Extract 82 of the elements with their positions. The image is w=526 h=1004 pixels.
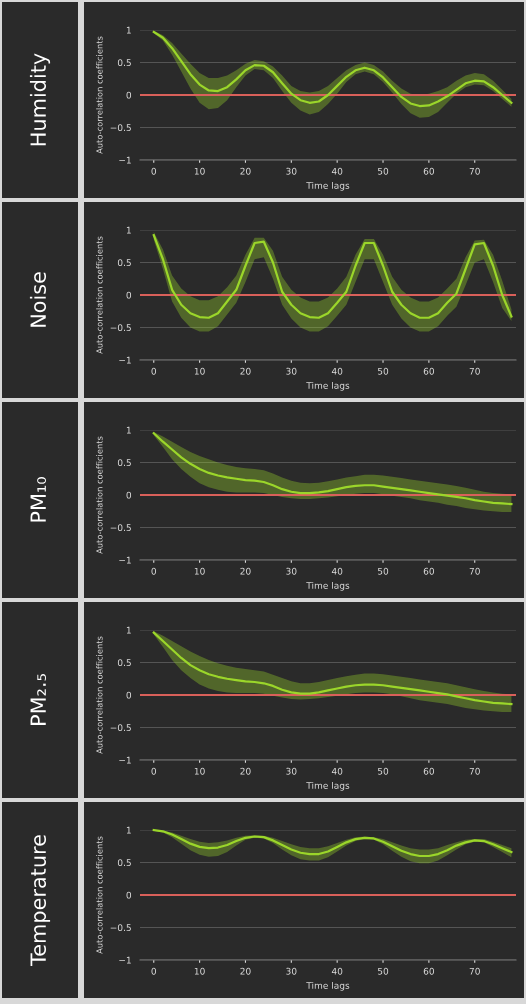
y-tick-label: 0 <box>126 91 132 99</box>
x-tick-label: 40 <box>331 967 343 975</box>
x-axis-title: Time lags <box>306 181 350 191</box>
y-axis-title: Auto-correlation coefficients <box>96 36 103 154</box>
y-tick-label: −0.5 <box>110 124 131 132</box>
x-tick-label: 0 <box>151 167 157 175</box>
x-tick-label: 10 <box>194 967 205 975</box>
x-tick-label: 30 <box>286 167 297 175</box>
y-tick-label: 0.5 <box>117 259 131 267</box>
text: Humidity <box>29 53 51 146</box>
x-tick-label: 10 <box>194 767 205 775</box>
x-tick-label: 70 <box>469 367 480 375</box>
x-tick-label: 30 <box>286 967 297 975</box>
x-tick-label: 10 <box>194 567 205 575</box>
y-tick-label: 0.5 <box>117 659 131 667</box>
x-tick-label: 70 <box>469 967 480 975</box>
text: PM₂.₅ <box>30 674 46 725</box>
x-tick-label: 50 <box>377 967 389 975</box>
y-tick-label: 1 <box>126 426 131 434</box>
y-tick-label: 1 <box>126 826 131 834</box>
y-tick-label: 0 <box>126 291 132 299</box>
x-tick-label: 30 <box>286 367 297 375</box>
x-tick-label: 70 <box>469 767 480 775</box>
x-tick-label: 60 <box>423 567 435 575</box>
x-tick-label: 50 <box>377 167 389 175</box>
x-tick-label: 40 <box>331 567 343 575</box>
y-tick-label: −0.5 <box>110 324 131 332</box>
y-tick-label: 0 <box>126 691 132 699</box>
y-tick-label: 0.5 <box>117 859 131 867</box>
x-tick-label: 0 <box>151 967 157 975</box>
line-series <box>152 234 513 319</box>
y-tick-label: 0.5 <box>117 459 131 467</box>
x-tick-label: 40 <box>331 767 343 775</box>
x-tick-label: 40 <box>331 167 343 175</box>
x-tick-label: 10 <box>194 167 205 175</box>
x-tick-label: 40 <box>331 367 343 375</box>
y-tick-label: 0 <box>126 491 132 499</box>
x-axis-title: Time lags <box>306 581 350 591</box>
x-axis-title: Time lags <box>306 381 350 391</box>
x-tick-label: 20 <box>240 567 251 575</box>
x-tick-label: 50 <box>377 767 389 775</box>
y-tick-label: 1 <box>126 26 131 34</box>
y-tick-label: 1 <box>126 226 131 234</box>
text: PM₁₀ <box>30 477 46 522</box>
x-tick-label: 60 <box>423 767 435 775</box>
y-tick-label: 0.5 <box>117 59 131 67</box>
x-tick-label: 60 <box>423 967 435 975</box>
x-tick-label: 50 <box>377 367 389 375</box>
y-axis-title: Auto-correlation coefficients <box>96 636 103 754</box>
x-tick-label: 10 <box>194 367 205 375</box>
y-axis-title: Auto-correlation coefficients <box>96 436 103 554</box>
text: Noise <box>29 272 47 327</box>
y-tick-label: −0.5 <box>110 724 131 732</box>
x-axis-title: Time lags <box>306 781 350 791</box>
y-tick-label: 0 <box>126 891 132 899</box>
x-tick-label: 20 <box>240 967 251 975</box>
x-axis-title: Time lags <box>306 981 350 991</box>
x-tick-label: 20 <box>240 367 251 375</box>
x-tick-label: 0 <box>151 367 157 375</box>
y-tick-label: −0.5 <box>110 924 131 932</box>
line-series <box>152 828 513 858</box>
x-tick-label: 60 <box>423 167 435 175</box>
x-tick-label: 50 <box>377 567 389 575</box>
y-tick-label: −1 <box>119 356 131 364</box>
y-axis-title: Auto-correlation coefficients <box>96 236 103 354</box>
y-axis-title: Auto-correlation coefficients <box>96 836 103 954</box>
y-tick-label: −1 <box>119 556 131 564</box>
text: Temperature <box>30 835 51 967</box>
x-tick-label: 30 <box>286 567 297 575</box>
x-tick-label: 20 <box>240 767 251 775</box>
y-tick-label: −1 <box>119 956 131 964</box>
x-tick-label: 20 <box>240 167 251 175</box>
x-tick-label: 70 <box>469 567 480 575</box>
x-tick-label: 0 <box>151 567 157 575</box>
y-tick-label: −1 <box>119 156 131 164</box>
y-tick-label: −1 <box>119 756 131 764</box>
y-tick-label: −0.5 <box>110 524 131 532</box>
x-tick-label: 30 <box>286 767 297 775</box>
x-tick-label: 70 <box>469 167 480 175</box>
x-tick-label: 0 <box>151 767 157 775</box>
y-tick-label: 1 <box>126 626 131 634</box>
x-tick-label: 60 <box>423 367 435 375</box>
